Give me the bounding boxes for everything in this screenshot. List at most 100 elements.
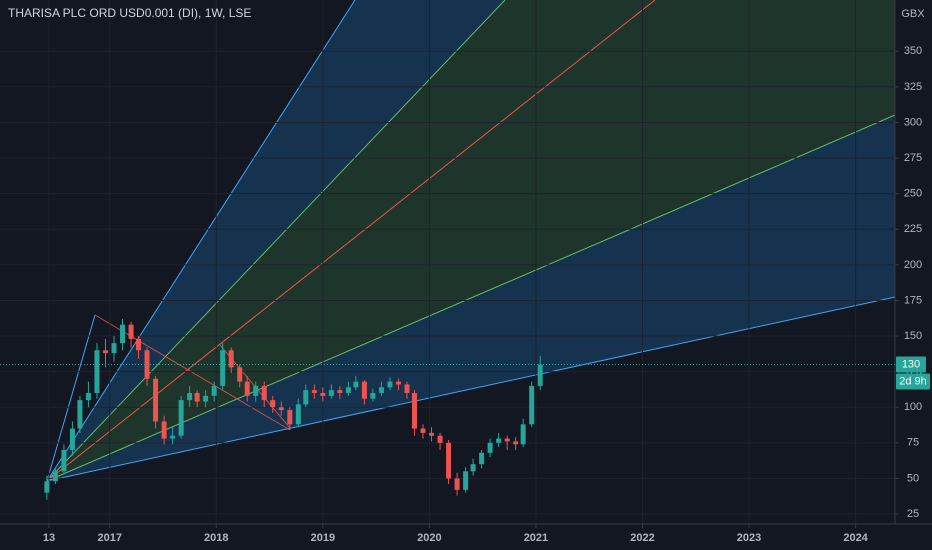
x-tick-label: 2021 <box>524 532 548 544</box>
candle-body <box>513 441 519 445</box>
candle-body <box>479 452 485 465</box>
candle-body <box>353 381 359 388</box>
candle-body <box>178 400 184 436</box>
candle-body <box>529 385 535 425</box>
candle-body <box>170 435 176 439</box>
x-tick-label: 2024 <box>843 532 868 544</box>
candle-body <box>153 378 159 422</box>
candle-body <box>320 393 326 396</box>
candle-body <box>120 324 126 344</box>
candle-body <box>446 442 452 479</box>
candle-body <box>361 381 367 399</box>
candle-body <box>111 343 117 354</box>
candle-body <box>278 407 284 411</box>
y-tick-label: 200 <box>904 259 922 271</box>
candle-body <box>136 338 142 351</box>
fan-line <box>46 114 896 482</box>
fan-line <box>46 0 656 482</box>
candle-body <box>470 464 476 472</box>
y-tick-label: 75 <box>907 437 919 449</box>
candle-body <box>437 435 443 443</box>
candle-body <box>454 478 460 490</box>
candle-body <box>303 390 309 405</box>
y-tick-label: 150 <box>904 330 922 342</box>
fan-line <box>46 0 356 482</box>
candle-body <box>487 442 493 453</box>
axes: 2550751001251501752002252502753003253501… <box>0 45 930 544</box>
candle-body <box>261 385 267 401</box>
candle-body <box>420 428 426 433</box>
y-tick-label: 250 <box>904 188 922 200</box>
candle-body <box>128 324 134 339</box>
last-price-label: 130 <box>902 358 920 370</box>
y-tick-label: 225 <box>904 223 922 235</box>
currency: GBX <box>901 8 925 20</box>
fan-line <box>94 314 291 431</box>
chart-title: THARISA PLC ORD USD0.001 (DI), 1W, LSE <box>8 6 251 20</box>
candle-body <box>395 381 401 385</box>
candle-body <box>94 350 100 393</box>
x-tick-label: 2020 <box>417 532 441 544</box>
candle-body <box>69 428 75 450</box>
candle-body <box>311 390 317 393</box>
y-tick-label: 25 <box>907 508 919 520</box>
y-tick-label: 350 <box>904 45 922 57</box>
candles <box>44 318 543 500</box>
candle-body <box>404 384 410 393</box>
candle-body <box>44 481 50 493</box>
candle-body <box>387 381 393 388</box>
y-tick-label: 275 <box>904 152 922 164</box>
candle-body <box>244 381 250 396</box>
candle-body <box>328 390 334 396</box>
candle-body <box>220 350 226 386</box>
candle-body <box>77 400 83 429</box>
candle-body <box>253 385 259 396</box>
candle-body <box>463 471 469 490</box>
x-tick-label: 2022 <box>630 532 654 544</box>
fan-line <box>46 314 96 482</box>
countdown-tag <box>896 373 930 390</box>
fan-zone <box>47 0 895 481</box>
candle-body <box>211 385 217 396</box>
candle-body <box>102 350 108 354</box>
x-tick-label: 2017 <box>98 532 122 544</box>
y-tick-label: 325 <box>904 81 922 93</box>
candle-body <box>85 393 91 401</box>
candle-body <box>61 449 67 472</box>
candle-body <box>203 395 209 402</box>
y-tick-label: 100 <box>904 401 922 413</box>
countdown-label: 2d 9h <box>899 375 927 387</box>
y-tick-label: 175 <box>904 294 922 306</box>
candle-body <box>411 393 417 429</box>
last-price-tag <box>896 356 926 373</box>
x-tick-label: 2018 <box>204 532 228 544</box>
gann-fan <box>46 0 896 482</box>
candle-body <box>161 421 167 439</box>
x-tick-label: 13 <box>43 532 55 544</box>
candle-body <box>228 350 234 368</box>
x-tick-label: 2023 <box>737 532 761 544</box>
x-tick-label: 2019 <box>311 532 335 544</box>
y-tick-label: 50 <box>907 472 919 484</box>
candle-body <box>194 393 200 402</box>
candle-body <box>270 400 276 408</box>
candle-body <box>337 390 343 393</box>
candle-body <box>429 432 435 436</box>
candle-body <box>345 387 351 393</box>
candle-body <box>370 393 376 399</box>
candle-body <box>287 410 293 425</box>
fan-line <box>46 0 506 482</box>
fan-line <box>46 296 896 482</box>
candle-body <box>237 367 243 382</box>
candle-body <box>496 438 502 443</box>
y-tick-label: 300 <box>904 116 922 128</box>
candle-body <box>378 387 384 393</box>
candle-body <box>504 438 510 442</box>
candle-body <box>520 424 526 445</box>
candle-body <box>295 404 301 425</box>
candle-body <box>52 471 58 482</box>
candle-body <box>537 364 543 386</box>
candle-body <box>187 393 193 401</box>
